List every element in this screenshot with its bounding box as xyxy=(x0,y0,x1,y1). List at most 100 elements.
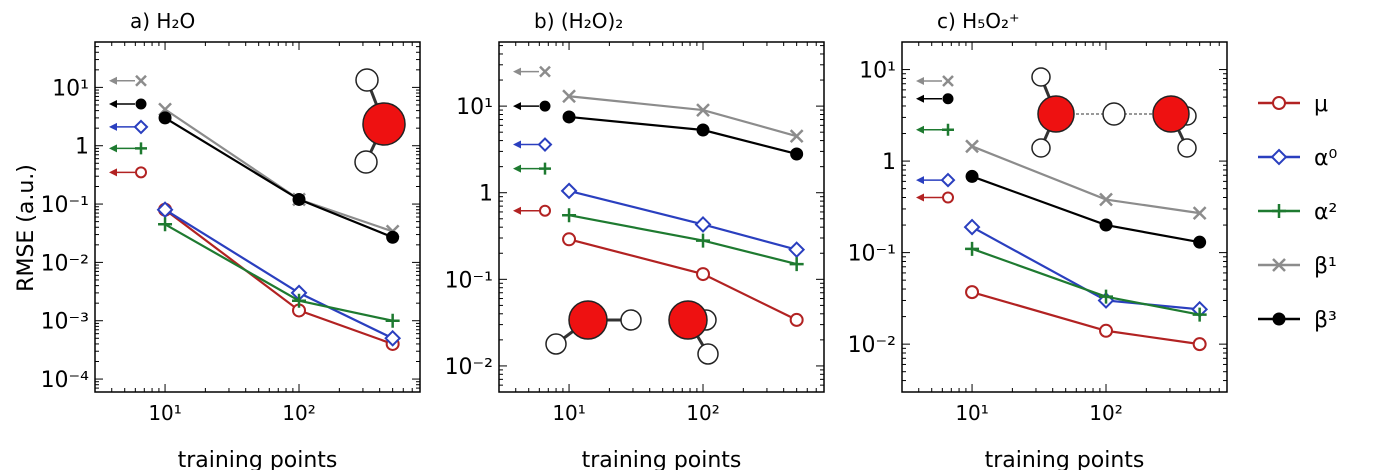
panel-a: a) H₂O training points 10¹ 10² 10¹ 1 10⁻¹ 10⁻² 1… xyxy=(41,9,421,470)
baseline-alpha2 xyxy=(109,142,147,155)
baseline-alpha2 xyxy=(513,162,551,175)
series-alpha2 xyxy=(965,241,1207,322)
plot-frame xyxy=(901,41,1228,393)
baseline-arrow-head xyxy=(513,164,521,173)
baseline-marker xyxy=(135,166,147,179)
oxygen-atom xyxy=(568,300,608,340)
data-point xyxy=(562,232,577,247)
hydrogen-atom xyxy=(354,150,378,174)
series-line xyxy=(971,145,1200,215)
series-line xyxy=(971,247,1200,316)
data-point xyxy=(1192,337,1207,352)
x-tick-label: 10¹ xyxy=(552,401,585,425)
baseline-marker xyxy=(539,162,551,175)
y-tick-label: 1 xyxy=(75,135,89,160)
series-alpha0 xyxy=(963,218,1209,318)
baseline-mu xyxy=(513,204,551,217)
data-point xyxy=(1099,192,1113,207)
legend-item-beta1: β¹ xyxy=(1258,254,1337,279)
legend-marker xyxy=(1270,148,1288,166)
baseline-marker xyxy=(537,137,553,152)
legend-item-mu: μ xyxy=(1258,92,1328,117)
y-tick-label: 10⁻¹ xyxy=(41,193,89,218)
data-point xyxy=(963,218,981,236)
series-line xyxy=(971,291,1200,346)
y-tick-label: 10¹ xyxy=(52,76,89,101)
panels: a) H₂O training points 10¹ 10² 10¹ 1 10⁻¹ 10⁻² 1… xyxy=(41,9,1228,470)
series-line xyxy=(568,189,797,251)
data-point xyxy=(562,110,576,124)
series-beta3 xyxy=(158,111,400,244)
x-axis-label: training points xyxy=(582,448,742,470)
baseline-beta3 xyxy=(513,100,551,112)
legend-label: α⁰ xyxy=(1314,146,1338,171)
baseline-arrow-head xyxy=(916,76,924,85)
data-point xyxy=(385,313,400,328)
baseline-beta1 xyxy=(109,74,147,87)
series-alpha0 xyxy=(156,201,402,347)
legend-label: β¹ xyxy=(1314,254,1337,279)
baseline-arrow-head xyxy=(109,99,117,108)
molecule-illustration xyxy=(1031,67,1197,158)
legend-marker xyxy=(1272,312,1286,326)
series-line xyxy=(971,175,1200,244)
series-beta3 xyxy=(965,169,1207,249)
hydrogen-atom xyxy=(1102,102,1126,126)
baseline-marker xyxy=(539,65,551,78)
y-tick-label: 10¹ xyxy=(859,59,896,84)
data-point xyxy=(158,111,172,125)
legend-label: β³ xyxy=(1314,308,1337,333)
panel-title: c) H₅O₂⁺ xyxy=(937,9,1020,33)
data-point xyxy=(789,129,804,144)
molecule-illustration xyxy=(545,300,719,365)
baseline-arrow-head xyxy=(109,168,117,177)
x-tick-label: 10² xyxy=(1089,401,1122,425)
baseline-beta1 xyxy=(513,65,551,78)
baseline-beta1 xyxy=(916,75,954,87)
baseline-arrow-head xyxy=(109,144,117,153)
data-point xyxy=(965,169,979,183)
data-point xyxy=(562,208,577,223)
baseline-arrow-head xyxy=(513,67,521,76)
hydrogen-atom xyxy=(1177,138,1197,158)
baseline-arrow-head xyxy=(513,140,521,149)
data-point xyxy=(790,147,804,161)
oxygen-atom xyxy=(668,300,708,340)
baseline-marker xyxy=(539,100,551,112)
data-point xyxy=(965,241,980,256)
legend-item-alpha0: α⁰ xyxy=(1258,146,1338,171)
legend-marker xyxy=(1272,204,1286,218)
data-point xyxy=(1099,323,1114,338)
data-point xyxy=(789,257,804,272)
y-tick-label: 10⁻² xyxy=(41,251,89,276)
panel-c: c) H₅O₂⁺ training points 10¹ 10² 10¹ 1 10⁻¹ 10⁻… xyxy=(848,9,1228,470)
oxygen-atom xyxy=(1152,95,1190,133)
y-axis-label: RMSE (a.u.) xyxy=(14,164,39,292)
y-tick-label: 10⁻² xyxy=(445,355,493,380)
series-line xyxy=(164,208,394,340)
baseline-alpha2 xyxy=(916,123,954,136)
plot-frame xyxy=(498,41,825,393)
y-tick-label: 10⁻⁴ xyxy=(41,368,90,393)
legend-marker xyxy=(1272,258,1286,272)
baseline-marker xyxy=(133,119,149,135)
data-point xyxy=(696,267,711,282)
y-tick-label: 10⁻² xyxy=(848,333,896,358)
series-line xyxy=(971,226,1200,311)
legend: μ α⁰ α² β¹ β³ xyxy=(1258,92,1338,333)
baseline-arrow-head xyxy=(513,102,521,111)
baseline-marker xyxy=(942,93,954,105)
data-point xyxy=(386,230,400,244)
y-tick-label: 10⁻¹ xyxy=(848,242,896,267)
baseline-beta3 xyxy=(916,93,954,105)
panel-title: b) (H₂O)₂ xyxy=(534,9,623,33)
data-point xyxy=(1099,289,1114,304)
data-point xyxy=(696,103,710,117)
series-alpha2 xyxy=(158,217,400,328)
baseline-marker xyxy=(135,142,147,155)
data-point xyxy=(384,329,402,347)
hydrogen-atom xyxy=(1031,138,1051,158)
baseline-marker xyxy=(940,172,956,188)
hydrogen-atom xyxy=(1031,67,1051,87)
